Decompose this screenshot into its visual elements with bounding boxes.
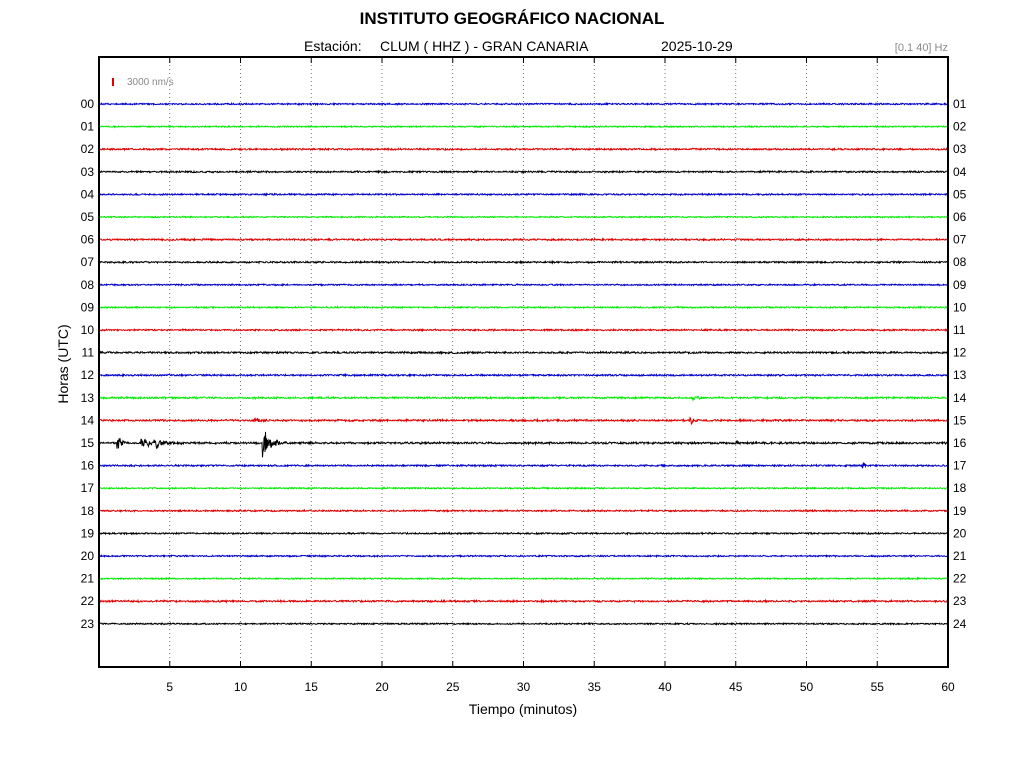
trace-hour-14 (98, 416, 949, 426)
hour-label-left: 13 (81, 391, 95, 405)
x-tick-label: 25 (446, 680, 460, 694)
hour-label-right: 10 (953, 300, 967, 314)
hour-label-left: 19 (81, 526, 95, 540)
hour-label-left: 12 (81, 368, 95, 382)
hour-label-left: 02 (81, 142, 95, 156)
filter-band: [0.1 40] Hz (894, 42, 948, 54)
trace-hour-21 (98, 576, 949, 581)
x-tick-label: 20 (375, 680, 389, 694)
hour-label-left: 21 (81, 572, 95, 586)
trace-hour-09 (98, 305, 949, 310)
chart-title: INSTITUTO GEOGRÁFICO NACIONAL (359, 9, 665, 28)
trace-hour-08 (98, 282, 949, 287)
station-label: Estación: (304, 38, 362, 54)
hour-label-right: 20 (953, 526, 967, 540)
hour-label-left: 00 (81, 97, 95, 111)
hour-label-left: 14 (81, 413, 95, 427)
x-tick-label: 30 (517, 680, 531, 694)
trace-hour-02 (98, 146, 949, 152)
trace-hour-16 (98, 462, 949, 469)
trace-hour-03 (98, 169, 949, 175)
x-axis-label: Tiempo (minutos) (469, 701, 577, 717)
hour-label-right: 02 (953, 120, 967, 134)
hour-labels: 00 01 01 02 02 03 03 04 04 05 05 06 06 07 07 08 08 09 09 10… (81, 97, 967, 631)
trace-hour-19 (98, 531, 949, 536)
hour-label-right: 05 (953, 187, 967, 201)
hour-label-left: 09 (81, 300, 95, 314)
trace-hour-07 (98, 259, 949, 265)
hour-label-left: 06 (81, 233, 95, 247)
hour-label-right: 22 (953, 572, 967, 586)
trace-hour-12 (98, 372, 949, 378)
hour-label-left: 04 (81, 187, 95, 201)
x-tick-label: 55 (871, 680, 885, 694)
hour-label-left: 17 (81, 481, 95, 495)
hour-label-left: 07 (81, 255, 95, 269)
scale-bar-label: 3000 nm/s (127, 77, 174, 88)
hour-label-right: 04 (953, 165, 967, 179)
x-tick-label: 50 (800, 680, 814, 694)
hour-label-left: 15 (81, 436, 95, 450)
hour-label-right: 16 (953, 436, 967, 450)
hour-label-right: 21 (953, 549, 967, 563)
scale-bar (112, 78, 114, 86)
station-name: CLUM ( HHZ ) - GRAN CANARIA (380, 38, 589, 54)
hour-label-right: 08 (953, 255, 967, 269)
trace-hour-05 (98, 215, 949, 219)
hour-label-right: 01 (953, 97, 967, 111)
y-axis-label: Horas (UTC) (55, 324, 71, 403)
hour-label-left: 20 (81, 549, 95, 563)
x-ticks: 5 10 15 20 25 30 35 40 45 50 55 60 (166, 57, 955, 694)
hour-label-right: 07 (953, 233, 967, 247)
x-tick-label: 35 (588, 680, 602, 694)
x-tick-label: 15 (305, 680, 319, 694)
hour-label-left: 16 (81, 459, 95, 473)
hour-label-left: 08 (81, 278, 95, 292)
hour-label-left: 05 (81, 210, 95, 224)
x-tick-label: 5 (166, 680, 173, 694)
grid-lines (169, 57, 878, 667)
hour-label-left: 10 (81, 323, 95, 337)
hour-label-right: 18 (953, 481, 967, 495)
trace-hour-13 (98, 395, 949, 402)
hour-label-right: 14 (953, 391, 967, 405)
hour-label-right: 12 (953, 346, 967, 360)
hour-label-right: 17 (953, 459, 967, 473)
hour-label-right: 11 (953, 323, 966, 337)
hour-label-right: 23 (953, 594, 967, 608)
trace-hour-22 (98, 598, 949, 604)
x-tick-label: 60 (941, 680, 955, 694)
trace-hour-04 (98, 192, 949, 197)
trace-hour-23 (98, 621, 949, 626)
hour-label-right: 13 (953, 368, 967, 382)
trace-hour-20 (98, 553, 949, 559)
trace-hour-15 (98, 431, 949, 458)
hour-label-left: 22 (81, 594, 95, 608)
trace-hour-00 (98, 101, 949, 107)
hour-label-right: 03 (953, 142, 967, 156)
x-tick-label: 40 (658, 680, 672, 694)
x-tick-label: 45 (729, 680, 743, 694)
hour-label-left: 11 (82, 346, 95, 360)
hour-label-right: 19 (953, 504, 967, 518)
trace-hour-01 (98, 124, 949, 129)
hour-label-left: 03 (81, 165, 95, 179)
hour-label-right: 15 (953, 413, 967, 427)
hour-label-right: 09 (953, 278, 967, 292)
trace-hour-11 (98, 350, 949, 356)
trace-hour-18 (98, 508, 949, 513)
trace-group (98, 101, 949, 626)
hour-label-right: 24 (953, 617, 967, 631)
trace-hour-17 (98, 486, 949, 491)
hour-label-right: 06 (953, 210, 967, 224)
hour-label-left: 18 (81, 504, 95, 518)
trace-hour-06 (98, 237, 949, 243)
hour-label-left: 23 (81, 617, 95, 631)
trace-hour-10 (98, 327, 949, 333)
x-tick-label: 10 (234, 680, 248, 694)
hour-label-left: 01 (81, 120, 95, 134)
record-date: 2025-10-29 (661, 38, 733, 54)
